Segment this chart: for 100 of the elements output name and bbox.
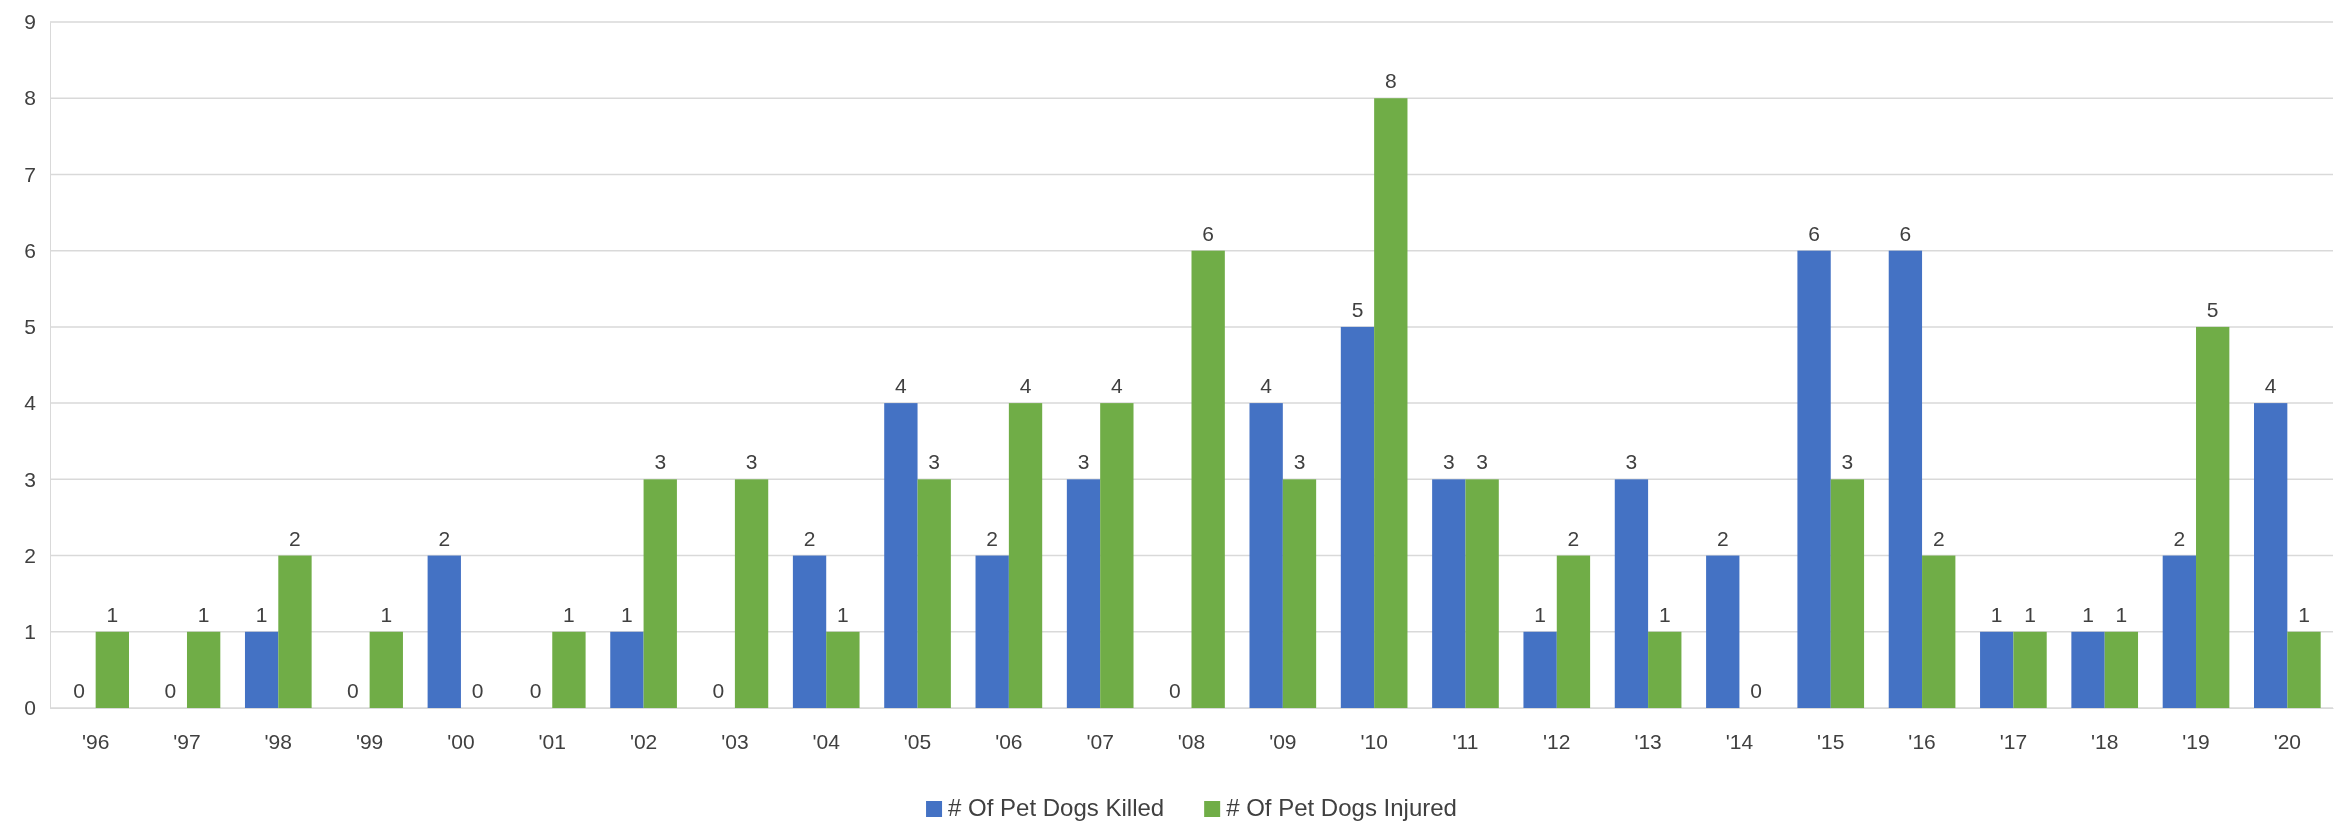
x-tick-label: '15 (1817, 729, 1845, 753)
bar (1797, 250, 1831, 708)
data-label: 3 (928, 450, 941, 474)
data-label: 0 (73, 679, 85, 702)
bar (1100, 403, 1134, 708)
data-label: 2 (289, 526, 301, 550)
bar (369, 631, 403, 708)
bar (552, 631, 586, 708)
data-label: 4 (1019, 374, 1032, 398)
y-tick-label: 9 (24, 10, 36, 34)
data-label: 1 (2024, 602, 2036, 626)
data-label: 4 (1260, 374, 1273, 398)
x-tick-label: '09 (1269, 729, 1297, 753)
x-tick-label: '08 (1177, 729, 1206, 753)
bar (427, 555, 461, 708)
data-label: 1 (837, 602, 849, 626)
x-tick-label: '16 (1908, 729, 1936, 753)
y-tick-label: 0 (24, 696, 36, 720)
bar (1830, 479, 1865, 708)
data-label: 3 (1841, 450, 1854, 474)
data-label: 2 (986, 526, 999, 550)
x-tick-label: '98 (264, 729, 292, 753)
x-tick-label: '17 (1999, 729, 2028, 753)
data-label: 2 (2173, 526, 2186, 550)
data-label: 1 (2082, 602, 2094, 626)
bar (2287, 631, 2321, 708)
bar (1706, 555, 1740, 708)
data-label: 2 (803, 526, 816, 550)
x-tick-label: '18 (2091, 729, 2119, 753)
x-tick-label: '97 (173, 729, 201, 753)
data-label: 4 (1111, 374, 1123, 398)
bar (1191, 250, 1225, 708)
x-tick-label: '01 (538, 729, 566, 753)
y-tick-label: 5 (24, 315, 36, 339)
data-label: 3 (654, 450, 667, 474)
legend-label: # Of Pet Dogs Injured (1226, 794, 1457, 821)
bar (1465, 479, 1499, 708)
bar (1008, 403, 1043, 708)
legend-label: # Of Pet Dogs Killed (948, 794, 1165, 821)
data-label: 1 (1990, 602, 2003, 626)
x-tick-label: '04 (812, 729, 841, 753)
x-tick-label: '14 (1725, 729, 1754, 753)
data-label: 5 (2206, 297, 2219, 321)
bar (278, 555, 312, 708)
x-tick-label: '05 (903, 729, 932, 753)
x-tick-label: '19 (2182, 729, 2210, 753)
x-tick-label: '11 (1452, 729, 1479, 753)
data-label: 2 (1932, 526, 1945, 550)
y-tick-label: 1 (24, 620, 36, 643)
data-label: 3 (745, 450, 758, 474)
data-label: 1 (2298, 602, 2310, 626)
y-tick-label: 4 (24, 391, 37, 415)
bar (917, 479, 951, 708)
data-label: 3 (1077, 450, 1090, 474)
bar (1340, 326, 1375, 708)
y-tick-label: 3 (24, 467, 36, 491)
data-label: 2 (1567, 526, 1580, 550)
data-label: 5 (1351, 297, 1364, 321)
data-label: 6 (1202, 221, 1215, 245)
bar (1282, 479, 1317, 708)
bar (826, 631, 860, 708)
data-label: 1 (621, 602, 633, 626)
data-label: 0 (471, 679, 484, 702)
bar (884, 403, 918, 708)
data-label: 1 (2115, 602, 2128, 626)
data-label: 0 (347, 679, 359, 702)
y-tick-label: 6 (24, 238, 36, 262)
x-tick-label: '03 (721, 729, 749, 753)
bar (1614, 479, 1649, 708)
bar (2104, 631, 2139, 708)
y-tick-label: 2 (24, 543, 36, 567)
data-label: 1 (106, 602, 119, 626)
y-tick-label: 7 (24, 162, 36, 186)
x-tick-label: '13 (1634, 729, 1662, 753)
bar (2162, 555, 2197, 708)
bar (1556, 555, 1591, 708)
bar (2254, 403, 2288, 708)
data-label: 3 (1625, 450, 1638, 474)
data-label: 3 (1442, 450, 1455, 474)
data-label: 4 (895, 374, 908, 398)
bar (244, 631, 279, 708)
bar (734, 479, 769, 708)
bar (95, 631, 129, 708)
bar (610, 631, 644, 708)
bar (2071, 631, 2105, 708)
x-tick-label: '00 (447, 729, 475, 753)
bar (1922, 555, 1956, 708)
x-tick-label: '20 (2273, 729, 2302, 753)
data-label: 1 (380, 602, 393, 626)
data-label: 0 (1168, 679, 1181, 702)
bar (2196, 326, 2230, 708)
data-label: 1 (1534, 602, 1546, 626)
bar (1888, 250, 1923, 708)
x-tick-label: '02 (629, 729, 658, 753)
data-label: 4 (2264, 374, 2277, 398)
data-label: 2 (438, 526, 451, 550)
data-label: 0 (529, 679, 542, 702)
x-tick-label: '96 (81, 729, 110, 753)
bar (186, 631, 221, 708)
data-label: 1 (1658, 602, 1671, 626)
